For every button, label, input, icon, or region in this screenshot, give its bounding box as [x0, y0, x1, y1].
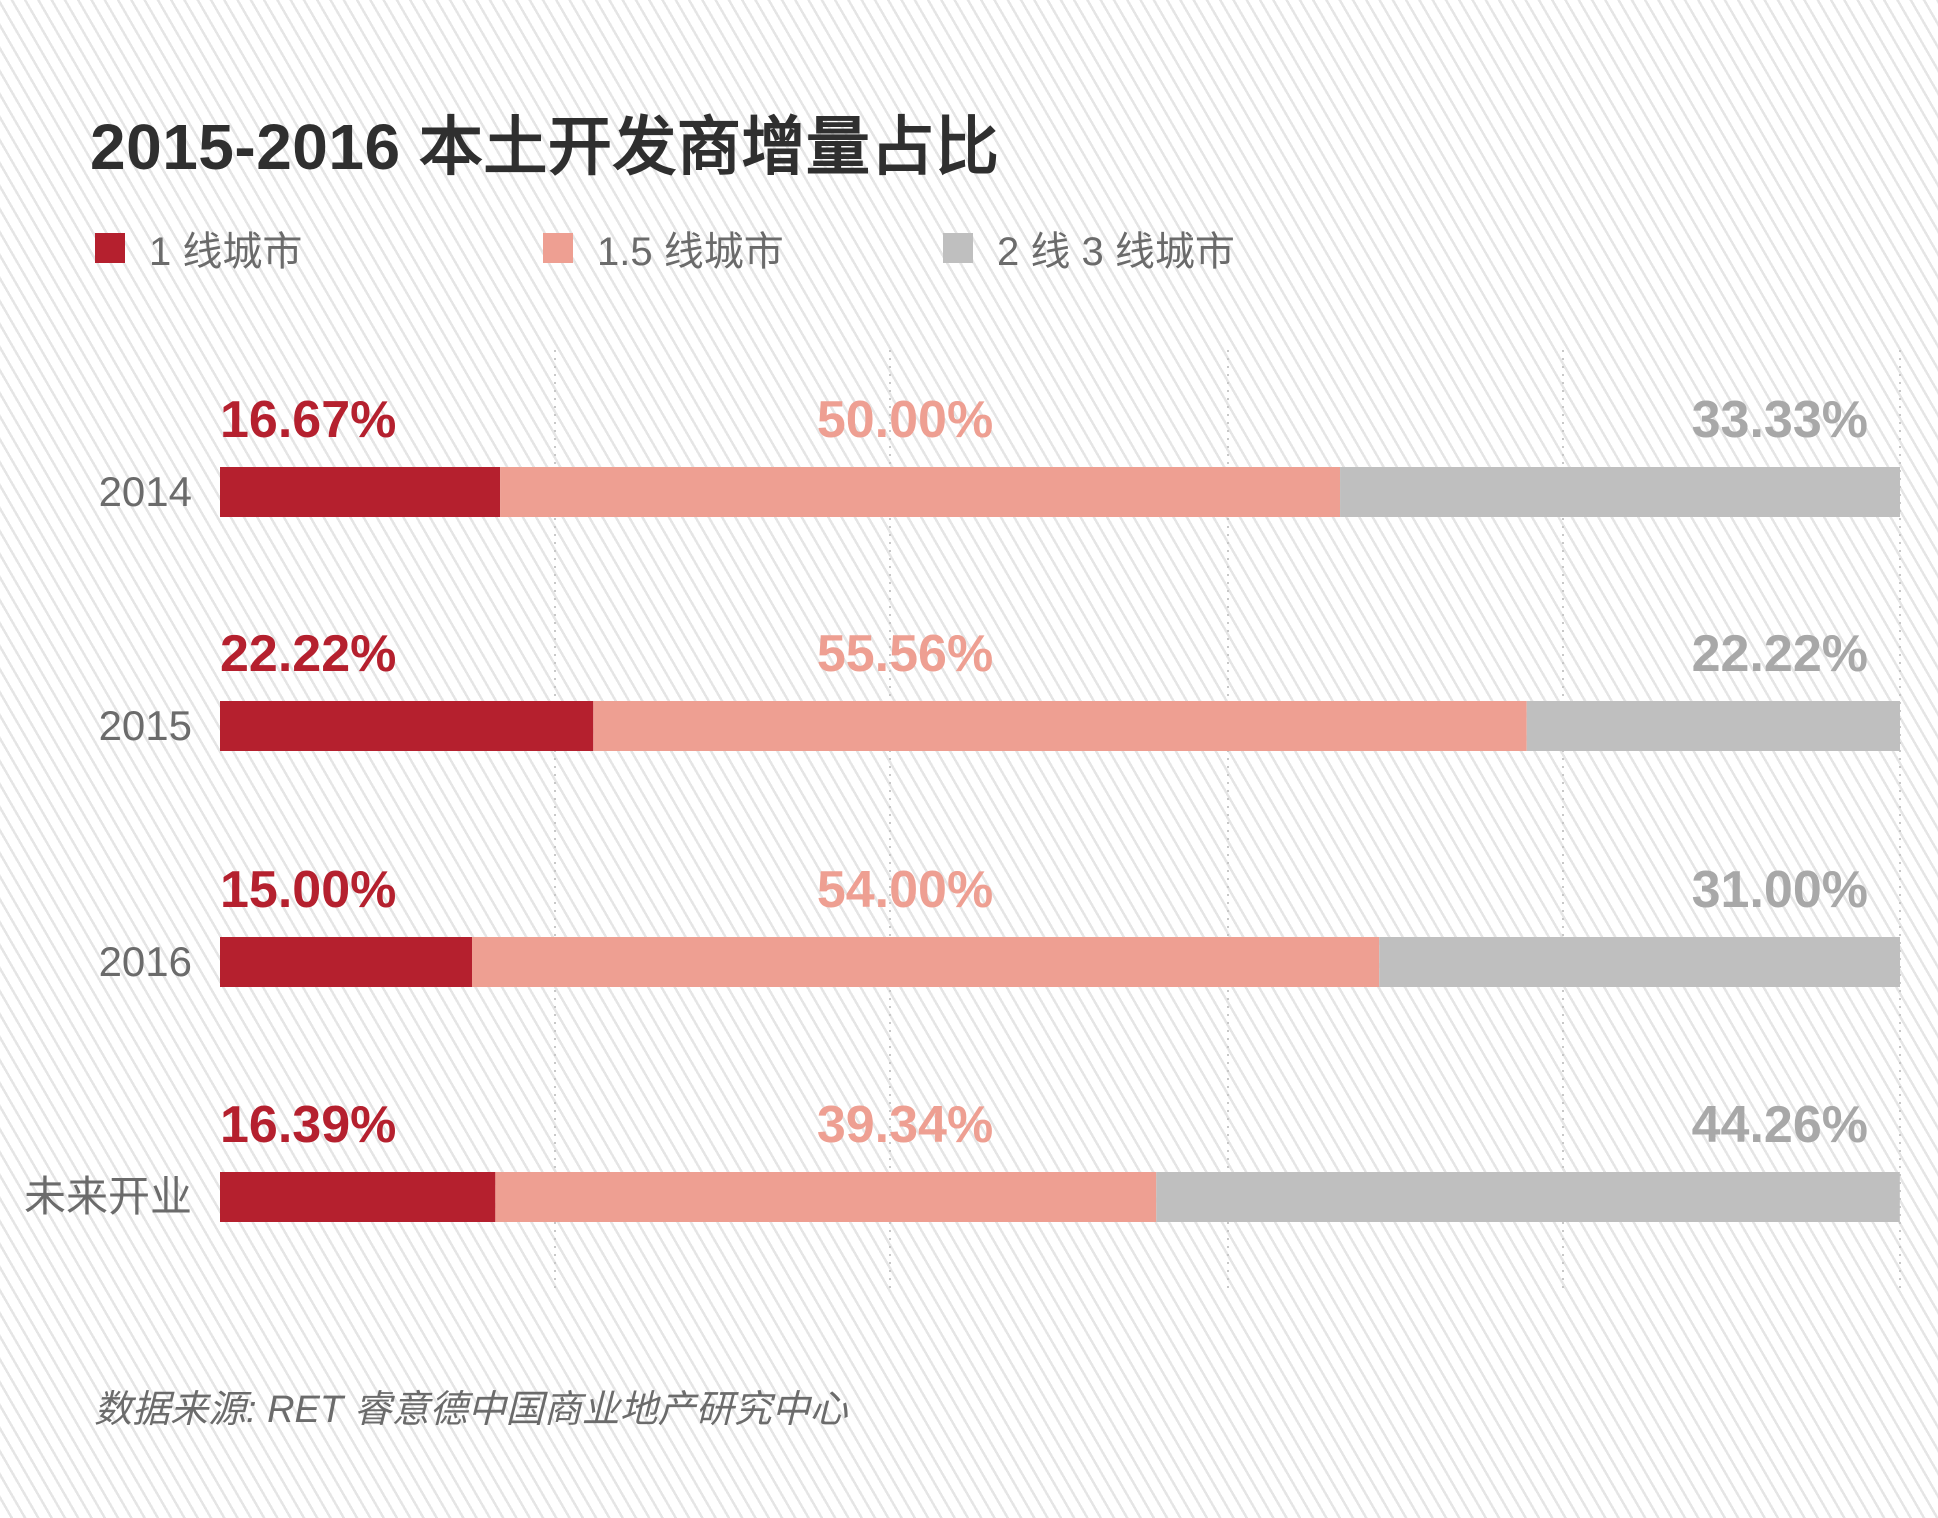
- value-label-2: 54.00%: [817, 861, 993, 919]
- bar-segment-1: [220, 467, 501, 517]
- bar-segment-3: [1340, 467, 1900, 517]
- legend-item-tier1: 1 线城市: [95, 222, 302, 274]
- bar-segment-2: [500, 467, 1341, 517]
- value-label-1: 16.67%: [220, 391, 396, 449]
- value-label-2: 50.00%: [817, 391, 993, 449]
- value-label-2: 55.56%: [817, 625, 993, 683]
- bar-segment-2: [495, 1172, 1157, 1222]
- legend-label-tier1: 1 线城市: [149, 230, 303, 274]
- category-label: 2016: [99, 938, 192, 985]
- value-label-3: 31.00%: [1692, 861, 1868, 919]
- bar-segment-2: [472, 937, 1380, 987]
- legend-label-tier1-5: 1.5 线城市: [597, 230, 784, 274]
- bar-segment-1: [220, 937, 472, 987]
- bar-segment-3: [1379, 937, 1900, 987]
- value-label-3: 44.26%: [1692, 1096, 1868, 1154]
- bar-segment-3: [1526, 701, 1900, 751]
- bar-segment-1: [220, 701, 594, 751]
- bar-segment-3: [1156, 1172, 1900, 1222]
- category-label: 未来开业: [24, 1173, 192, 1220]
- legend-label-tier2-3: 2 线 3 线城市: [997, 230, 1235, 274]
- value-label-3: 33.33%: [1692, 391, 1868, 449]
- legend-swatch-tier1: [95, 233, 125, 263]
- category-label: 2015: [99, 702, 192, 749]
- value-label-1: 16.39%: [220, 1096, 396, 1154]
- value-label-2: 39.34%: [817, 1096, 993, 1154]
- chart-title: 2015-2016 本土开发商增量占比: [90, 111, 1000, 183]
- legend-item-tier1-5: 1.5 线城市: [543, 222, 784, 274]
- legend-item-tier2-3: 2 线 3 线城市: [943, 222, 1235, 274]
- bar-segment-1: [220, 1172, 496, 1222]
- value-label-1: 22.22%: [220, 625, 396, 683]
- bar-segment-2: [593, 701, 1527, 751]
- value-label-3: 22.22%: [1692, 625, 1868, 683]
- category-label: 2014: [99, 468, 192, 515]
- legend-swatch-tier1-5: [543, 233, 573, 263]
- source-note: 数据来源: RET 睿意德中国商业地产研究中心: [94, 1389, 848, 1431]
- legend-swatch-tier2-3: [943, 233, 973, 263]
- value-label-1: 15.00%: [220, 861, 396, 919]
